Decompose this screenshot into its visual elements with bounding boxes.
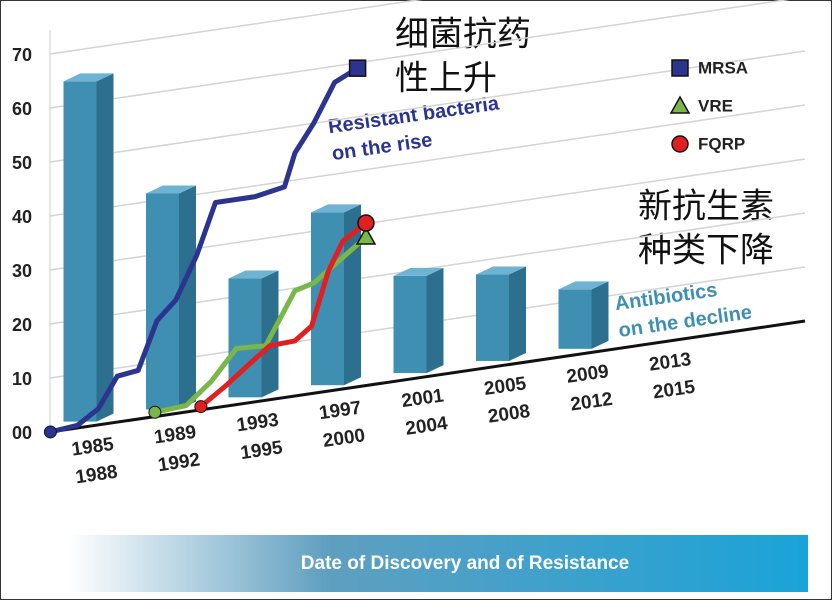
bar-top bbox=[393, 267, 444, 276]
grid-line bbox=[49, 0, 423, 55]
x-tick-label-line: 1997 bbox=[318, 398, 363, 425]
x-tick-label-line: 1995 bbox=[239, 437, 284, 464]
x-tick-label-line: 1989 bbox=[153, 422, 198, 449]
marker bbox=[355, 226, 377, 245]
x-axis-title: Date of Discovery and of Resistance bbox=[301, 553, 629, 574]
marker bbox=[348, 59, 367, 77]
bar bbox=[476, 266, 526, 361]
legend-marker bbox=[671, 59, 689, 77]
annotation: 细菌抗药 bbox=[395, 15, 531, 55]
bar bbox=[63, 73, 114, 422]
bar-top bbox=[228, 270, 279, 279]
x-tick-label-line: 2009 bbox=[565, 361, 610, 388]
resistance-cn: 细菌抗药 性上升 bbox=[395, 15, 531, 99]
x-tick-label-line: 2001 bbox=[400, 385, 445, 412]
x-tick-label-line: 2012 bbox=[569, 389, 614, 416]
bar-front bbox=[393, 275, 427, 374]
series-line bbox=[199, 221, 368, 409]
x-tick-label-line: 2013 bbox=[648, 349, 693, 376]
start-dot bbox=[148, 405, 162, 419]
annotation: 新抗生素 bbox=[638, 187, 774, 227]
grid-line bbox=[49, 0, 790, 109]
y-tick-label: 50 bbox=[12, 153, 32, 173]
y-tick-label: 60 bbox=[12, 99, 32, 119]
x-axis-band bbox=[68, 535, 808, 592]
y-tick-label: 40 bbox=[12, 207, 32, 227]
bar-front bbox=[558, 289, 592, 349]
series-line bbox=[154, 235, 368, 415]
legend-item: FQRP bbox=[671, 134, 745, 153]
bar-top bbox=[311, 204, 361, 213]
bar-top bbox=[146, 185, 196, 194]
x-tick-label-line: 2008 bbox=[487, 401, 532, 428]
bar-side bbox=[509, 266, 526, 361]
y-tick-label: 00 bbox=[12, 423, 32, 443]
legend-item: VRE bbox=[669, 95, 733, 115]
start-dot bbox=[194, 400, 208, 414]
y-tick-label: 10 bbox=[12, 369, 32, 389]
bar-side bbox=[179, 185, 196, 410]
marker bbox=[357, 214, 375, 232]
x-tick-label-line: 1992 bbox=[157, 449, 202, 476]
bar bbox=[393, 267, 444, 374]
x-tick-label-line: 2015 bbox=[652, 377, 697, 404]
x-tick-label-line: 2004 bbox=[404, 413, 449, 440]
bar-front bbox=[311, 212, 344, 386]
bar bbox=[146, 185, 196, 410]
bar-front bbox=[63, 81, 97, 422]
legend-marker bbox=[669, 95, 691, 114]
x-axis-line bbox=[49, 319, 806, 434]
bar-side bbox=[426, 267, 444, 374]
bar bbox=[558, 281, 609, 349]
annotation: 性上升 bbox=[395, 59, 497, 99]
x-tick-label-line: 1993 bbox=[235, 410, 280, 437]
legend-label: VRE bbox=[698, 96, 733, 115]
legend-item: MRSA bbox=[671, 58, 748, 77]
start-dot bbox=[43, 425, 57, 439]
x-tick-label-line: 1985 bbox=[70, 434, 115, 461]
legend-label: MRSA bbox=[698, 58, 748, 77]
decline-cn: 新抗生素 种类下降 bbox=[638, 187, 774, 271]
annotation: 种类下降 bbox=[638, 231, 774, 271]
y-tick-label: 30 bbox=[12, 261, 32, 281]
series-line bbox=[49, 66, 359, 435]
x-tick-label-line: 1988 bbox=[74, 462, 119, 489]
x-tick-label-line: 2000 bbox=[322, 425, 367, 452]
y-tick-label: 20 bbox=[12, 315, 32, 335]
legend-marker bbox=[671, 135, 689, 153]
x-tick-label-line: 2005 bbox=[483, 373, 528, 400]
bar-side bbox=[96, 73, 114, 422]
resistance-en: Resistant bacteria on the rise bbox=[327, 92, 502, 165]
bar-top bbox=[558, 281, 609, 290]
bar-top bbox=[476, 266, 526, 275]
bar-side bbox=[591, 281, 609, 349]
y-tick-label: 70 bbox=[12, 45, 32, 65]
bar-top bbox=[63, 73, 114, 82]
legend-label: FQRP bbox=[698, 134, 745, 153]
bar-front bbox=[476, 274, 509, 361]
